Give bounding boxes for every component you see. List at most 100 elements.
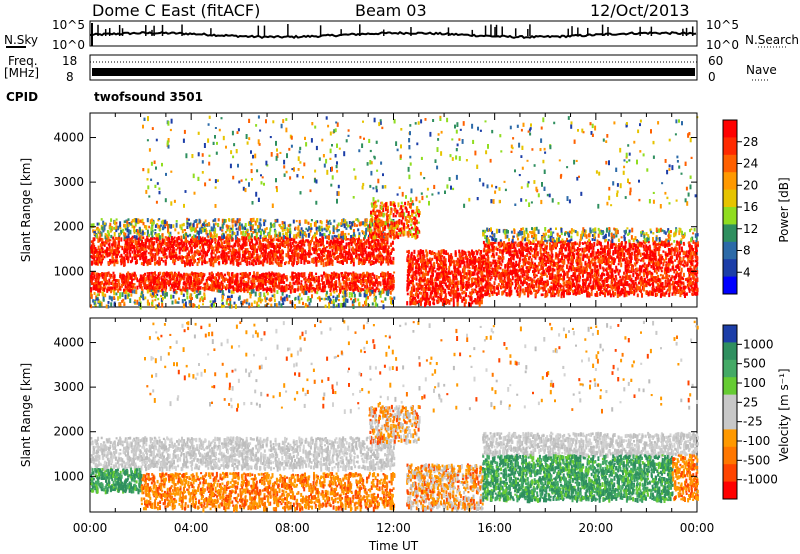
range-gate-cell: [180, 236, 182, 240]
range-gate-cell: [162, 240, 164, 245]
range-gate-cell: [301, 227, 303, 230]
range-gate-cell: [364, 248, 366, 252]
range-gate-cell: [142, 277, 144, 282]
range-gate-cell: [258, 245, 260, 249]
range-gate-cell: [268, 282, 270, 284]
range-gate-cell: [328, 274, 330, 277]
range-gate-cell: [148, 239, 150, 242]
range-gate-cell: [194, 242, 196, 246]
range-gate-cell: [222, 250, 224, 253]
range-gate-cell: [352, 237, 354, 240]
range-gate-cell: [161, 248, 163, 251]
range-gate-cell: [392, 247, 394, 250]
range-gate-cell: [161, 276, 163, 278]
range-gate-cell: [158, 277, 160, 280]
range-gate-cell: [135, 261, 137, 265]
range-gate-cell: [133, 219, 135, 223]
range-gate-cell: [341, 225, 343, 227]
range-gate-cell: [265, 249, 267, 254]
range-gate-cell: [383, 204, 385, 207]
range-gate-cell: [339, 241, 341, 246]
range-gate-cell: [220, 254, 222, 259]
range-gate-cell: [285, 261, 287, 263]
noise-line: [90, 32, 696, 38]
range-gate-cell: [193, 280, 195, 282]
range-gate-cell: [133, 228, 135, 232]
range-gate-cell: [337, 246, 339, 250]
range-gate-cell: [329, 261, 331, 265]
range-gate-cell: [236, 277, 238, 281]
range-gate-cell: [209, 272, 211, 275]
range-gate-cell: [289, 224, 291, 227]
range-gate-cell: [91, 249, 93, 254]
range-gate-cell: [106, 239, 108, 242]
range-gate-cell: [180, 289, 182, 292]
range-gate-cell: [181, 274, 183, 278]
range-gate-cell: [477, 258, 479, 260]
range-gate-cell: [317, 289, 319, 292]
range-gate-cell: [448, 300, 450, 303]
range-gate-cell: [179, 257, 181, 259]
range-gate-cell: [152, 249, 154, 252]
range-gate-cell: [189, 256, 191, 259]
range-gate-cell: [102, 230, 104, 232]
range-gate-cell: [417, 231, 419, 235]
range-gate-cell: [293, 220, 295, 224]
range-gate-cell: [174, 274, 176, 277]
range-gate-cell: [307, 289, 309, 291]
range-gate-cell: [166, 255, 168, 259]
range-gate-cell: [241, 247, 243, 251]
range-gate-cell: [189, 284, 191, 288]
range-gate-cell: [143, 259, 145, 264]
range-gate-cell: [173, 259, 175, 261]
range-gate-cell: [305, 234, 307, 238]
range-gate-cell: [372, 210, 374, 213]
range-gate-cell: [144, 225, 146, 228]
range-gate-cell: [319, 232, 321, 236]
range-gate-cell: [379, 251, 381, 255]
range-gate-cell: [274, 274, 276, 278]
range-gate-cell: [283, 235, 285, 239]
range-gate-cell: [198, 231, 200, 236]
range-gate-cell: [454, 293, 456, 296]
range-gate-cell: [313, 277, 315, 281]
range-gate-cell: [260, 235, 262, 239]
range-gate-cell: [313, 235, 315, 239]
range-gate-cell: [360, 280, 362, 285]
range-gate-cell: [345, 282, 347, 286]
range-gate-cell: [412, 264, 414, 268]
range-gate-cell: [176, 220, 178, 223]
range-gate-cell: [172, 284, 174, 288]
range-gate-cell: [294, 288, 296, 293]
range-gate-cell: [251, 260, 253, 263]
range-gate-cell: [137, 218, 139, 222]
range-gate-cell: [297, 227, 299, 231]
range-gate-cell: [263, 235, 265, 238]
range-gate-cell: [333, 272, 335, 276]
range-gate-cell: [115, 260, 117, 262]
range-gate-cell: [203, 275, 205, 277]
range-gate-cell: [305, 228, 307, 230]
range-gate-cell: [341, 247, 343, 251]
range-gate-cell: [201, 255, 203, 259]
range-gate-cell: [370, 228, 372, 232]
range-gate-cell: [409, 263, 411, 267]
range-gate-cell: [431, 292, 433, 295]
range-gate-cell: [197, 258, 199, 260]
range-gate-cell: [119, 286, 121, 289]
range-gate-cell: [238, 219, 240, 223]
range-gate-cell: [375, 289, 377, 291]
range-gate-cell: [356, 224, 358, 227]
range-gate-cell: [351, 257, 353, 262]
range-gate-cell: [200, 286, 202, 289]
range-gate-cell: [347, 225, 349, 228]
range-gate-cell: [339, 289, 341, 294]
range-gate-cell: [394, 235, 396, 238]
range-gate-cell: [370, 211, 372, 215]
range-gate-cell: [119, 246, 121, 248]
range-gate-cell: [158, 218, 160, 220]
range-gate-cell: [134, 272, 136, 274]
range-gate-cell: [114, 240, 116, 242]
range-gate-cell: [262, 255, 264, 258]
range-gate-cell: [414, 257, 416, 260]
